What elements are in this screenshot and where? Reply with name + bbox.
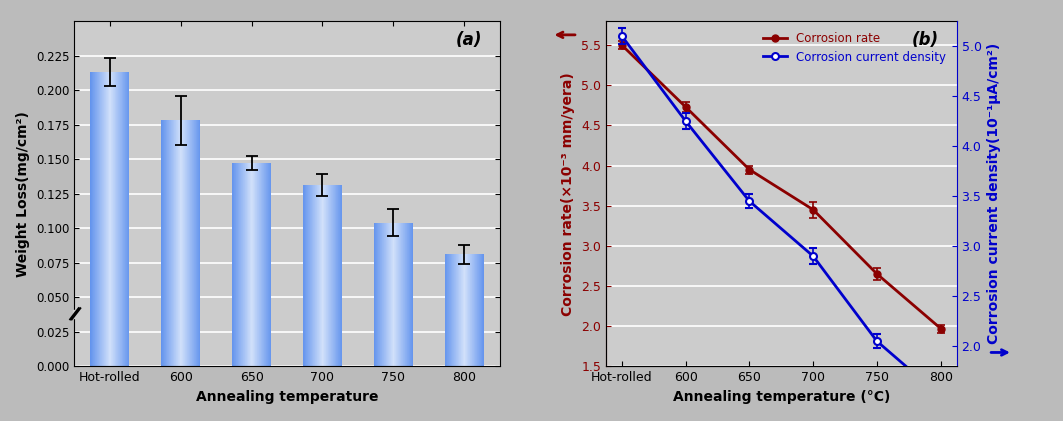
Text: (b): (b) (912, 32, 940, 49)
X-axis label: Annealing temperature: Annealing temperature (196, 390, 378, 404)
Bar (73, 310, 78, 318)
Y-axis label: Corrosion current density(10⁻¹μA/cm²): Corrosion current density(10⁻¹μA/cm²) (988, 43, 1001, 344)
X-axis label: Annealing temperature (°C): Annealing temperature (°C) (673, 390, 890, 404)
Text: (a): (a) (456, 32, 483, 49)
Y-axis label: Corrosion rate(×10⁻³ mm/yera): Corrosion rate(×10⁻³ mm/yera) (561, 72, 575, 315)
Y-axis label: Weight Loss(mg/cm²): Weight Loss(mg/cm²) (17, 111, 31, 277)
Legend: Corrosion rate, Corrosion current density: Corrosion rate, Corrosion current densit… (758, 27, 950, 68)
